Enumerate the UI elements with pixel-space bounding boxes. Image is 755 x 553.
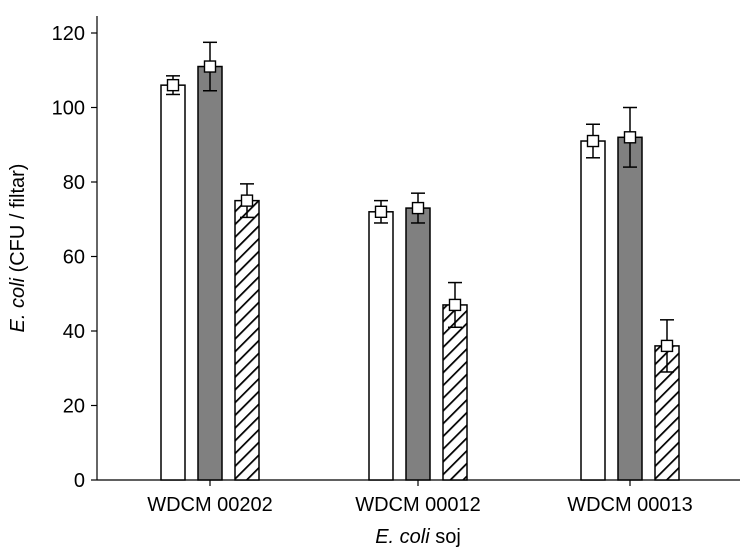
y-axis: 0 20 40 60 80 100 120 xyxy=(52,16,98,492)
data-point-marker xyxy=(166,78,180,92)
markers-layer xyxy=(166,60,674,353)
data-point-marker xyxy=(623,131,637,144)
data-point-marker xyxy=(448,298,462,312)
x-axis-title: E. coli soj xyxy=(375,526,461,548)
y-tick-label: 0 xyxy=(74,470,85,492)
y-tick-label: 80 xyxy=(63,172,85,194)
bar xyxy=(160,84,186,481)
y-tick-label: 40 xyxy=(63,321,85,343)
data-point-marker xyxy=(203,60,217,73)
x-tick-label: WDCM 00202 xyxy=(147,494,273,516)
bar xyxy=(617,136,643,481)
bar xyxy=(580,140,606,481)
bar xyxy=(442,304,468,481)
bar xyxy=(234,199,260,481)
bar xyxy=(368,211,394,481)
data-point-marker xyxy=(374,205,388,219)
x-axis: WDCM 00202 WDCM 00012 WDCM 00013 xyxy=(97,479,740,516)
bar xyxy=(405,207,431,481)
y-tick-label: 60 xyxy=(63,247,85,269)
bars-layer xyxy=(160,65,680,481)
data-point-marker xyxy=(411,201,425,215)
y-axis-title: E. coli (CFU / filtar) xyxy=(7,164,29,333)
data-point-marker xyxy=(660,339,674,353)
data-point-marker xyxy=(586,134,600,148)
x-tick-label: WDCM 00013 xyxy=(567,494,693,516)
data-point-marker xyxy=(240,194,254,207)
y-tick-label: 100 xyxy=(52,98,85,120)
y-tick-label: 20 xyxy=(63,396,85,418)
x-tick-label: WDCM 00012 xyxy=(355,494,481,516)
bar xyxy=(197,65,223,481)
y-tick-label: 120 xyxy=(52,23,85,45)
